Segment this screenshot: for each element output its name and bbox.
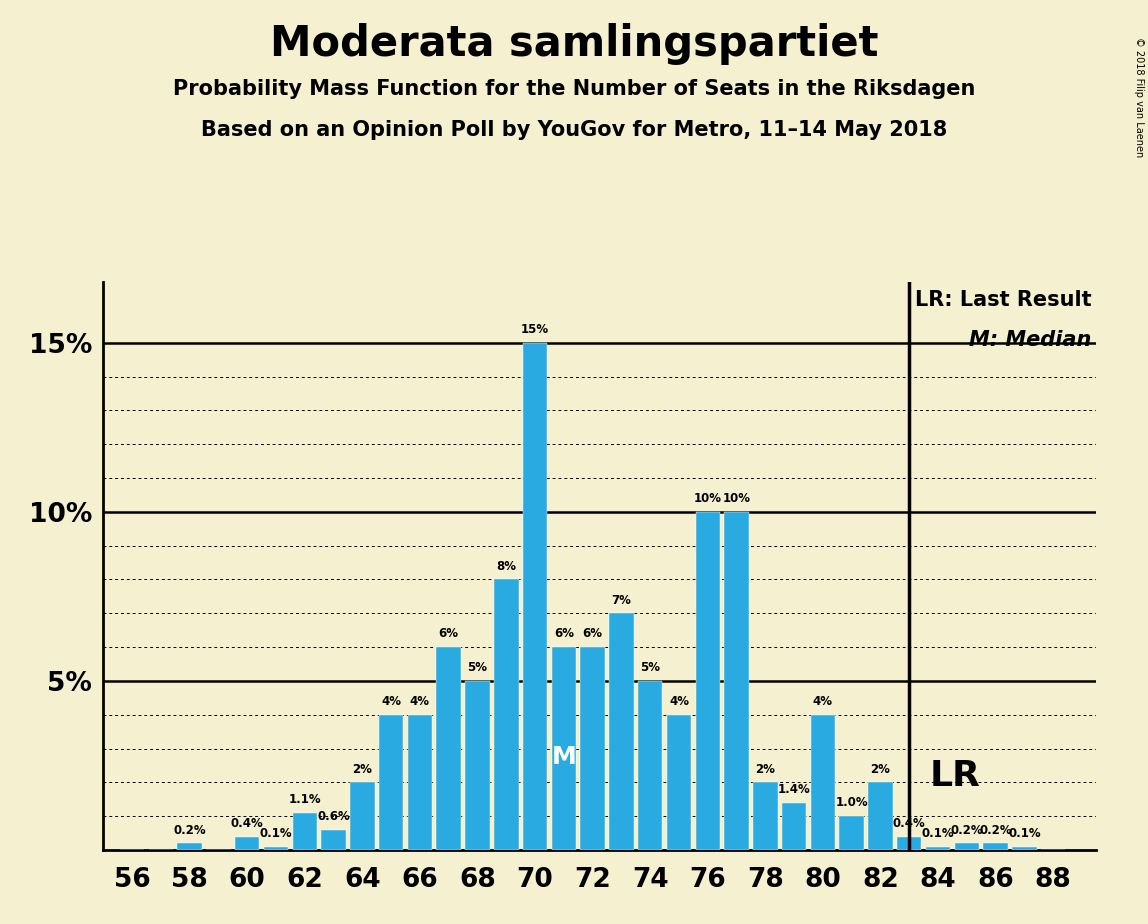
Text: 8%: 8%	[496, 560, 517, 573]
Text: Based on an Opinion Poll by YouGov for Metro, 11–14 May 2018: Based on an Opinion Poll by YouGov for M…	[201, 120, 947, 140]
Text: LR: Last Result: LR: Last Result	[915, 290, 1092, 310]
Bar	[235, 836, 259, 850]
Text: 0.1%: 0.1%	[1008, 827, 1041, 840]
Text: LR: LR	[930, 759, 980, 793]
Text: 0.6%: 0.6%	[317, 810, 350, 823]
Bar	[897, 836, 922, 850]
Bar	[581, 647, 605, 850]
Text: 6%: 6%	[439, 627, 459, 640]
Bar	[379, 715, 403, 850]
Bar	[465, 681, 490, 850]
Text: 2%: 2%	[755, 762, 775, 775]
Text: 6%: 6%	[583, 627, 603, 640]
Bar	[522, 343, 548, 850]
Text: 0.4%: 0.4%	[231, 817, 264, 830]
Bar	[667, 715, 691, 850]
Text: 4%: 4%	[381, 695, 401, 708]
Text: 4%: 4%	[813, 695, 833, 708]
Bar	[293, 813, 317, 850]
Bar	[782, 803, 806, 850]
Bar	[408, 715, 432, 850]
Bar	[696, 512, 720, 850]
Bar	[350, 783, 374, 850]
Text: Probability Mass Function for the Number of Seats in the Riksdagen: Probability Mass Function for the Number…	[173, 79, 975, 99]
Text: 2%: 2%	[352, 762, 372, 775]
Bar	[839, 816, 864, 850]
Text: 0.1%: 0.1%	[259, 827, 293, 840]
Text: 0.1%: 0.1%	[922, 827, 954, 840]
Text: 7%: 7%	[612, 593, 631, 606]
Bar	[178, 844, 202, 850]
Text: 2%: 2%	[870, 762, 891, 775]
Text: © 2018 Filip van Laenen: © 2018 Filip van Laenen	[1134, 37, 1143, 157]
Bar	[638, 681, 662, 850]
Bar	[724, 512, 748, 850]
Text: 5%: 5%	[467, 662, 488, 675]
Text: 15%: 15%	[521, 323, 549, 336]
Text: 1.4%: 1.4%	[777, 783, 810, 796]
Text: 10%: 10%	[722, 492, 751, 505]
Bar	[552, 647, 576, 850]
Text: Moderata samlingspartiet: Moderata samlingspartiet	[270, 23, 878, 65]
Text: 5%: 5%	[641, 662, 660, 675]
Text: 0.2%: 0.2%	[173, 823, 205, 836]
Text: 0.2%: 0.2%	[979, 823, 1011, 836]
Bar	[868, 783, 893, 850]
Text: 1.1%: 1.1%	[288, 793, 321, 806]
Text: 0.2%: 0.2%	[951, 823, 983, 836]
Text: 0.4%: 0.4%	[893, 817, 925, 830]
Bar	[753, 783, 777, 850]
Bar	[1013, 846, 1037, 850]
Bar	[610, 614, 634, 850]
Text: M: M	[551, 745, 576, 769]
Text: 10%: 10%	[693, 492, 722, 505]
Bar	[264, 846, 288, 850]
Bar	[955, 844, 979, 850]
Text: 4%: 4%	[410, 695, 430, 708]
Bar	[436, 647, 461, 850]
Bar	[810, 715, 835, 850]
Text: 4%: 4%	[669, 695, 689, 708]
Text: M: Median: M: Median	[969, 330, 1092, 350]
Text: 6%: 6%	[553, 627, 574, 640]
Bar	[925, 846, 951, 850]
Bar	[984, 844, 1008, 850]
Bar	[494, 579, 519, 850]
Text: 1.0%: 1.0%	[836, 796, 868, 809]
Bar	[321, 830, 346, 850]
